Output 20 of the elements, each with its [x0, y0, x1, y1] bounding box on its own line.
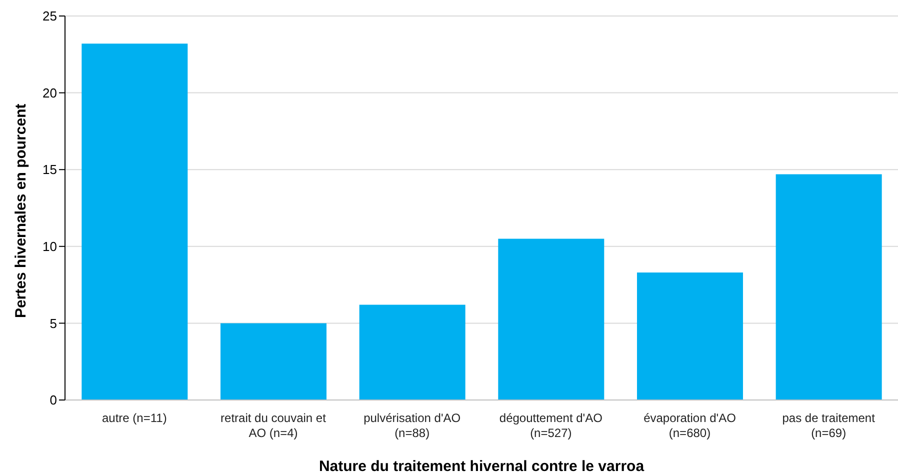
x-tick-label: retrait du couvain et AO (n=4)	[220, 411, 327, 440]
y-tick-label: 10	[42, 239, 57, 254]
y-tick-label: 15	[42, 162, 57, 178]
y-tick-label: 5	[50, 316, 57, 331]
x-axis-title: Nature du traitement hivernal contre le varroa	[318, 458, 645, 473]
x-tick-label: pulvérisation d'AO (n=88)	[364, 411, 461, 440]
y-axis-title: Pertes hivernales en pourcent	[12, 104, 30, 318]
x-tick-label: pas de traitement (n=69)	[782, 411, 876, 440]
x-tick-label: dégouttement d'AO (n=527)	[499, 411, 602, 440]
bar	[82, 44, 188, 400]
bar	[359, 304, 466, 400]
y-tick-label: 0	[50, 392, 57, 408]
bar	[220, 323, 326, 400]
x-tick-label: évaporation d'AO (n=680)	[644, 411, 736, 440]
y-tick-label: 25	[42, 8, 57, 24]
bar	[776, 174, 882, 400]
bar	[498, 238, 604, 400]
bar	[636, 272, 743, 400]
x-tick-label: autre (n=11)	[102, 411, 167, 425]
y-tick-label: 20	[42, 85, 57, 100]
